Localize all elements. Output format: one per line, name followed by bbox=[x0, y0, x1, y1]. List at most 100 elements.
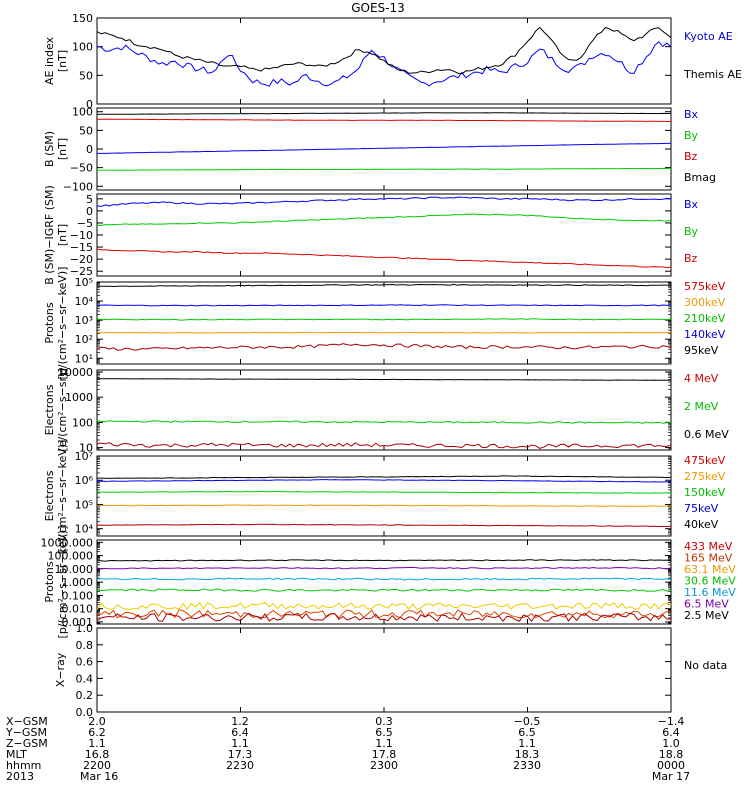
legend-entry: 2 MeV bbox=[684, 400, 719, 413]
panel-frame bbox=[96, 281, 672, 365]
series-line-bz bbox=[97, 118, 671, 122]
x-row-value: 1.2 bbox=[231, 715, 249, 728]
y-tick-label: 0.4 bbox=[76, 672, 94, 685]
y-tick-label: 0 bbox=[86, 143, 93, 156]
y-tick-label: 0.100 bbox=[62, 589, 94, 602]
series-line-themis-ae bbox=[96, 26, 672, 75]
y-tick-label: 0.001 bbox=[62, 616, 94, 629]
series-line-0-6-mev bbox=[97, 378, 672, 381]
y-axis-unit: [p/(cm²−s−sr−keV)] bbox=[56, 267, 69, 380]
series-line-2-mev bbox=[96, 420, 672, 424]
x-row-value: 2300 bbox=[370, 759, 398, 772]
panel-xray: 0.0 0.2 0.4 0.6 0.8 1.0 X−ray No data bbox=[54, 622, 727, 719]
y-tick-label: 1.000 bbox=[62, 576, 94, 589]
y-tick-label: 50 bbox=[79, 69, 93, 82]
x-row-value: 1.1 bbox=[518, 737, 536, 750]
y-tick-label: 150 bbox=[72, 12, 93, 25]
x-row-value: 6.2 bbox=[88, 726, 106, 739]
legend-entry: 140keV bbox=[684, 328, 726, 341]
x-row-value: 2.0 bbox=[88, 715, 106, 728]
legend-entry: 6.5 MeV bbox=[684, 598, 729, 611]
y-tick-label: 0.0 bbox=[76, 706, 94, 719]
y-axis-unit: [nT] bbox=[56, 224, 69, 246]
x-row-value: 16.8 bbox=[85, 748, 110, 761]
series-line-575kev bbox=[96, 343, 672, 351]
series-line-bmag bbox=[96, 112, 671, 115]
x-row-value: 1.1 bbox=[88, 737, 106, 750]
x-row-value: 1.1 bbox=[231, 737, 249, 750]
legend-entry: 475keV bbox=[684, 454, 726, 467]
x-row-value: −1.4 bbox=[658, 715, 685, 728]
x-row-value: 6.4 bbox=[662, 726, 680, 739]
series-line-300kev bbox=[96, 331, 672, 334]
x-row-value: Mar 16 bbox=[80, 770, 118, 783]
x-row-label: hhmm bbox=[6, 759, 41, 772]
x-row-label: Y−GSM bbox=[5, 726, 47, 739]
y-axis-unit: [p/(cm²−s−sr−keV)] bbox=[56, 526, 69, 639]
x-row-value: 0000 bbox=[657, 759, 685, 772]
y-axis-unit: [nT] bbox=[56, 138, 69, 160]
x-row-label: Z−GSM bbox=[6, 737, 48, 750]
legend-entry: Bx bbox=[684, 108, 699, 121]
series-line-210kev bbox=[96, 318, 672, 321]
y-tick-label: 1.0 bbox=[76, 622, 94, 635]
y-axis-label: B (SM) bbox=[43, 131, 56, 167]
panel-ae: 0 50 100 150 AE index [nT] Kyoto AE Themis AE bbox=[43, 12, 742, 111]
y-tick-label: 10² bbox=[75, 333, 93, 346]
y-tick-label: −100 bbox=[63, 180, 93, 193]
y-tick-label: 10000 bbox=[58, 366, 93, 379]
panel-frame bbox=[96, 455, 672, 537]
legend-entry: 275keV bbox=[684, 470, 726, 483]
y-tick-label: 100 bbox=[72, 106, 93, 119]
series-line-bx bbox=[96, 196, 672, 208]
y-tick-label: 50 bbox=[79, 124, 93, 137]
series-line-275kev bbox=[97, 504, 671, 507]
series-line-by bbox=[96, 213, 672, 227]
y-axis-label: Protons bbox=[43, 302, 56, 343]
y-tick-label: −20 bbox=[70, 253, 93, 266]
y-tick-label: 0.010 bbox=[62, 603, 94, 616]
series-line-bx bbox=[97, 142, 671, 154]
x-row-value: 1.0 bbox=[662, 737, 680, 750]
series-line-95kev bbox=[96, 283, 672, 288]
y-tick-label: 0.6 bbox=[76, 656, 94, 669]
x-row-value: 17.3 bbox=[228, 748, 253, 761]
x-row-label: X−GSM bbox=[6, 715, 48, 728]
panel-frame bbox=[96, 369, 672, 451]
series-line-475kev bbox=[96, 523, 672, 528]
x-row-value: 2200 bbox=[83, 759, 111, 772]
legend-entry: 150keV bbox=[684, 486, 726, 499]
series-line-75kev bbox=[97, 479, 672, 483]
legend-entry: Bz bbox=[684, 150, 698, 163]
series-line-6-5-mev bbox=[96, 566, 672, 570]
legend-entry: 433 MeV bbox=[684, 540, 733, 553]
y-tick-label: 100 bbox=[72, 416, 93, 429]
y-tick-label: −10 bbox=[70, 229, 93, 242]
y-tick-label: 0.8 bbox=[76, 639, 94, 652]
legend-entry: 575keV bbox=[684, 280, 726, 293]
legend-entry: 75keV bbox=[684, 502, 719, 515]
y-tick-label: 10³ bbox=[75, 314, 93, 327]
y-axis-unit: [e/(cm²−s−sr)] bbox=[56, 368, 69, 451]
x-axis-table: X−GSM 2.0 1.2 0.3 −0.5 −1.4 Y−GSM 6.2 6.4 6.5 6.5 6… bbox=[5, 715, 690, 783]
x-row-label: 2013 bbox=[6, 770, 34, 783]
series-line-kyoto-ae bbox=[96, 41, 672, 87]
panel-protons1: 10¹ 10² 10³ 10⁴ 10⁵ Protons [p/(cm²−s−sr−keV)]… bbox=[43, 267, 726, 380]
legend-entry: Bmag bbox=[684, 171, 716, 184]
series-line-bz bbox=[96, 248, 672, 269]
panel-protons2: 0.0010.0100.1001.00010.000100.0001000.00… bbox=[41, 526, 737, 639]
legend-entry: 63.1 MeV bbox=[684, 563, 736, 576]
y-tick-label: 10⁴ bbox=[75, 295, 94, 308]
panel-bdiff: 50−5−10−15−20−25 B (SM)−IGRF (SM) [nT] Bx By… bbox=[43, 185, 699, 285]
y-tick-label: 100 bbox=[72, 41, 93, 54]
x-row-value: 17.8 bbox=[372, 748, 397, 761]
y-tick-label: 10⁶ bbox=[75, 474, 94, 487]
legend-entry: 30.6 MeV bbox=[684, 575, 736, 588]
y-axis-label: AE index bbox=[43, 36, 56, 85]
legend-entry: 95keV bbox=[684, 344, 719, 357]
y-tick-label: 0.2 bbox=[76, 689, 94, 702]
x-row-value: 18.3 bbox=[515, 748, 540, 761]
panel-frame bbox=[96, 627, 672, 713]
